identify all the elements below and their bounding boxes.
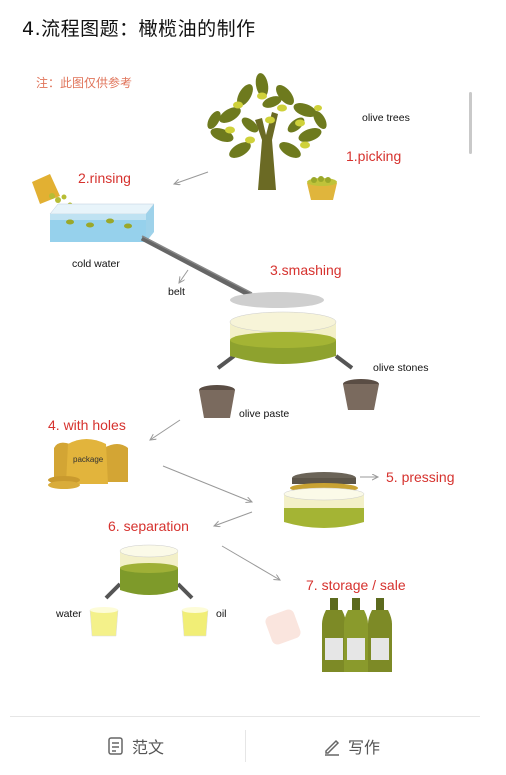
rinsing-tank [32,174,155,242]
pencil-icon [322,736,342,756]
essay-button[interactable]: 范文 [106,733,164,759]
water-cup [89,607,119,637]
label-package: package [73,455,104,464]
label-water: water [56,608,82,620]
olive-basket [307,176,337,200]
write-button-label: 写作 [348,738,381,757]
reference-note: 注：此图仅供参考 [36,76,133,90]
footer-separator [245,730,246,762]
smashing-vat [216,292,354,370]
oil-cup [181,607,209,637]
step-separation: 6. separation [108,518,189,534]
step-smashing: 3.smashing [270,262,342,278]
essay-button-label: 范文 [132,738,165,757]
package-bags [48,439,128,489]
step-pressing: 5. pressing [386,469,455,485]
step-storage-sale: 7. storage / sale [306,577,406,593]
olive-paste-pot [199,385,235,418]
olive-stones-pot [343,379,379,410]
label-olive-stones: olive stones [373,362,429,374]
separation-vat [104,544,194,600]
page-title: 4.流程图题：橄榄油的制作 [22,18,256,40]
label-cold-water: cold water [72,258,120,270]
step-rinsing: 2.rinsing [78,170,131,186]
step-picking: 1.picking [346,148,402,164]
label-belt: belt [168,286,185,298]
label-olive-trees: olive trees [362,112,410,124]
document-icon [106,736,126,756]
press-machine [283,472,365,528]
write-button[interactable]: 写作 [322,733,380,759]
scrollbar[interactable] [469,92,472,154]
process-diagram [32,73,392,672]
watermark-logo [265,609,301,645]
conveyor-belt [140,235,254,299]
label-oil: oil [216,608,227,620]
label-olive-paste: olive paste [239,408,290,420]
footer-divider-top [10,716,480,717]
olive-tree-illustration [207,73,327,190]
step-with-holes: 4. with holes [48,417,126,433]
oil-bottles [322,598,392,672]
